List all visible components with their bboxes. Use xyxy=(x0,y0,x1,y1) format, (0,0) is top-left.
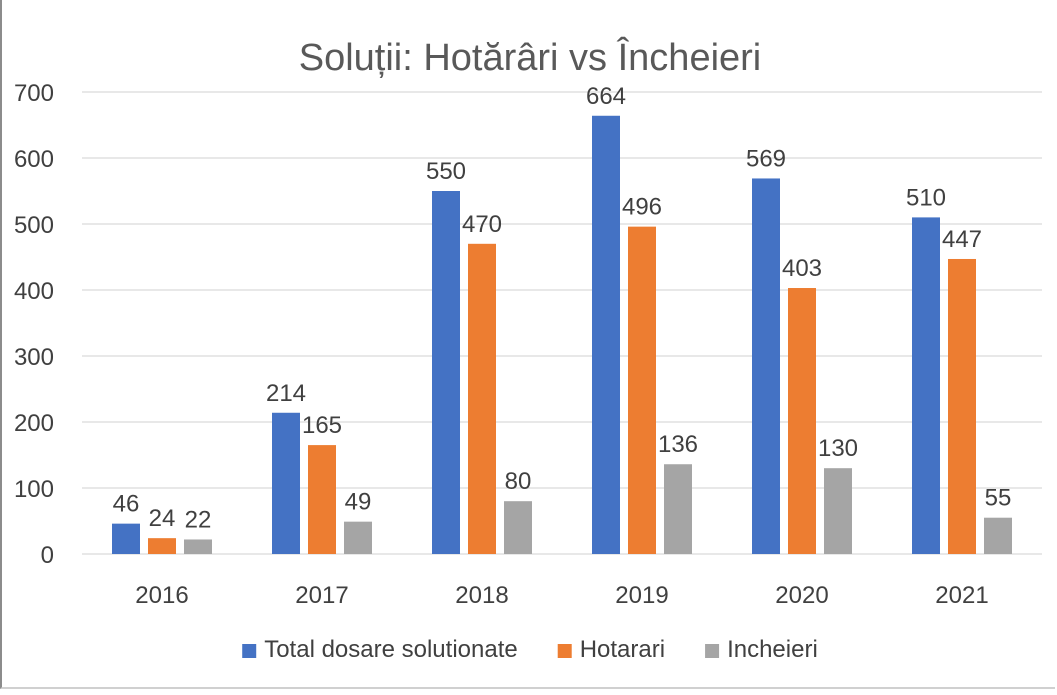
y-tick-label: 500 xyxy=(14,212,54,239)
data-label: 22 xyxy=(185,506,212,533)
data-label: 447 xyxy=(942,226,982,253)
bar-2019-0 xyxy=(592,115,620,554)
category-label: 2017 xyxy=(295,582,348,609)
legend-swatch xyxy=(557,644,572,658)
data-label: 470 xyxy=(462,211,502,238)
y-tick-label: 200 xyxy=(14,410,54,437)
bars xyxy=(112,115,1012,555)
bar-2021-0 xyxy=(912,217,940,554)
bar-2016-0 xyxy=(112,523,140,554)
y-tick-label: 300 xyxy=(14,344,54,371)
y-tick-label: 100 xyxy=(14,476,54,503)
bar-2020-1 xyxy=(788,288,816,554)
bar-2018-0 xyxy=(432,191,460,554)
category-label: 2021 xyxy=(935,582,988,609)
data-label: 496 xyxy=(622,194,662,221)
gridlines xyxy=(82,91,1042,555)
chart-title: Soluții: Hotărâri vs Încheieri xyxy=(299,36,762,79)
data-labels: 46 24 22 214 165 49 550 470 80 664 496 136 569 403 130… xyxy=(113,83,1012,534)
data-label: 403 xyxy=(782,255,822,282)
legend-label: Hotarari xyxy=(580,636,665,663)
bar-2021-1 xyxy=(948,258,976,554)
bar-2018-1 xyxy=(468,243,496,555)
bar-2017-1 xyxy=(308,445,336,554)
x-axis-categories: 2016 2017 2018 2019 2020 2021 xyxy=(135,582,988,609)
bar-2020-2 xyxy=(824,468,852,554)
bar-2017-2 xyxy=(344,521,372,554)
legend-label: Incheieri xyxy=(727,636,818,663)
data-label: 664 xyxy=(586,83,626,110)
bar-2016-1 xyxy=(148,538,176,554)
bar-2018-2 xyxy=(504,501,532,554)
data-label: 49 xyxy=(345,489,372,516)
category-label: 2020 xyxy=(775,582,828,609)
data-label: 165 xyxy=(302,412,342,439)
data-label: 80 xyxy=(505,468,532,495)
legend-swatch xyxy=(705,644,720,658)
data-label: 130 xyxy=(818,435,858,462)
category-label: 2019 xyxy=(615,582,668,609)
bar-2016-2 xyxy=(184,539,212,554)
category-label: 2016 xyxy=(135,582,188,609)
y-tick-label: 0 xyxy=(41,542,54,569)
data-label: 550 xyxy=(426,158,466,185)
y-tick-label: 400 xyxy=(14,278,54,305)
bar-2021-2 xyxy=(984,517,1012,554)
data-label: 24 xyxy=(149,505,176,532)
data-label: 214 xyxy=(266,380,306,407)
y-tick-label: 600 xyxy=(14,146,54,173)
data-label: 55 xyxy=(985,485,1012,512)
legend: Total dosare solutionate Hotarari Incheier… xyxy=(242,636,818,663)
data-label: 46 xyxy=(113,491,140,518)
legend-label: Total dosare solutionate xyxy=(264,636,518,663)
y-axis-ticks: 0 100 200 300 400 500 600 700 xyxy=(14,80,54,569)
category-label: 2018 xyxy=(455,582,508,609)
data-label: 569 xyxy=(746,145,786,172)
data-label: 136 xyxy=(658,431,698,458)
bar-2019-1 xyxy=(628,226,656,554)
bar-2019-2 xyxy=(664,464,692,554)
y-tick-label: 700 xyxy=(14,80,54,107)
legend-swatch xyxy=(242,644,257,658)
data-label: 510 xyxy=(906,184,946,211)
bar-2017-0 xyxy=(272,412,300,554)
bar-2020-0 xyxy=(752,178,780,554)
